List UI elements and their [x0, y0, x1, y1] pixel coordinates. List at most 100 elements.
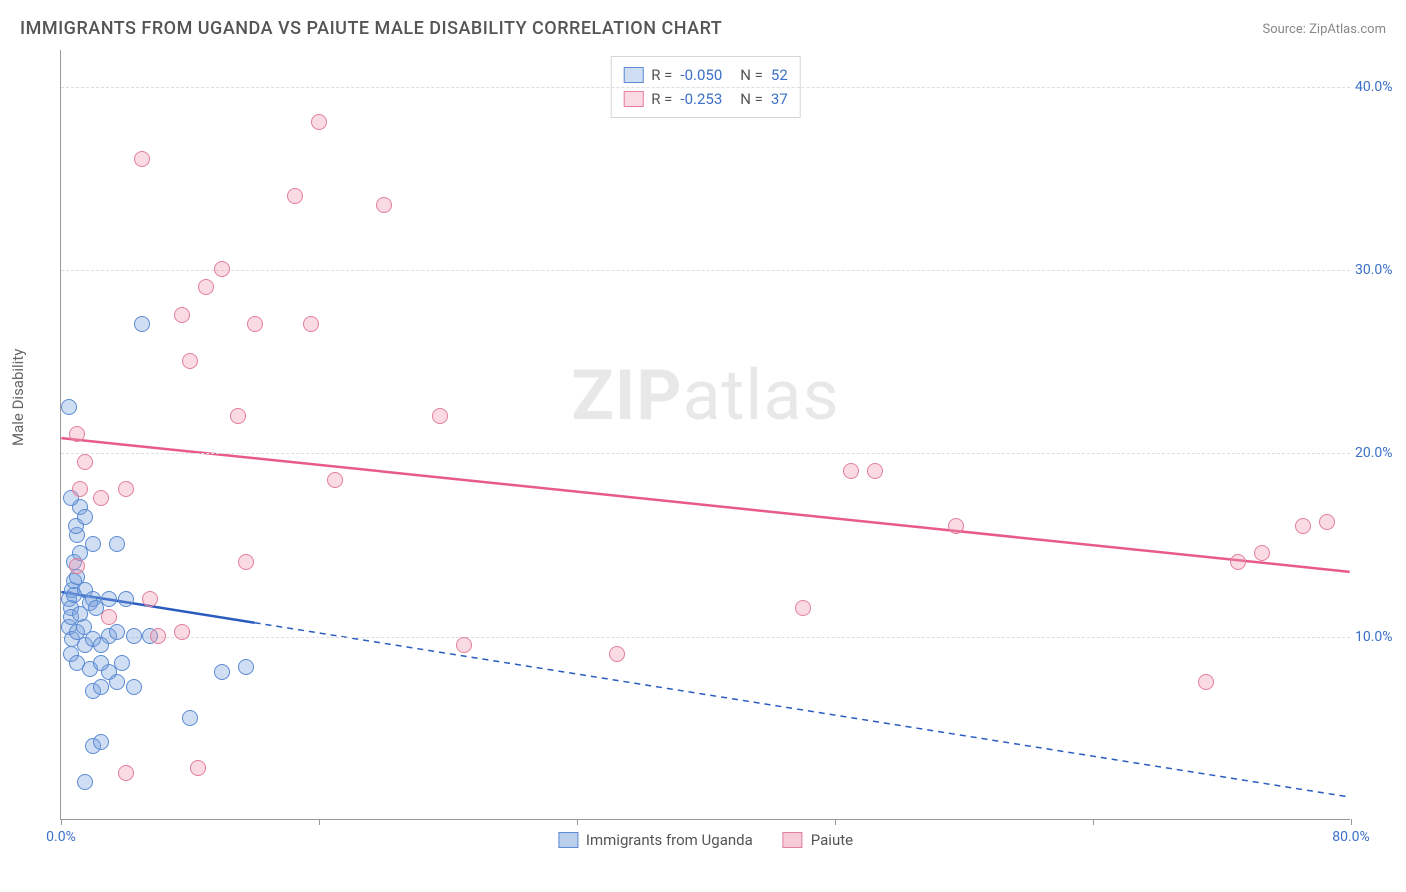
- scatter-point: [303, 316, 319, 332]
- scatter-point: [109, 624, 125, 640]
- scatter-point: [93, 655, 109, 671]
- scatter-point: [948, 518, 964, 534]
- scatter-point: [150, 628, 166, 644]
- gridline: [61, 453, 1350, 454]
- gridline: [61, 270, 1350, 271]
- scatter-point: [311, 114, 327, 130]
- scatter-point: [432, 408, 448, 424]
- scatter-point: [77, 774, 93, 790]
- plot-area: ZIPatlas R = -0.050 N = 52 R = -0.253 N = 3…: [60, 50, 1350, 820]
- scatter-point: [1254, 545, 1270, 561]
- scatter-point: [101, 609, 117, 625]
- legend-label: Paiute: [811, 831, 853, 849]
- legend-row: R = -0.050 N = 52: [623, 63, 788, 87]
- scatter-point: [93, 734, 109, 750]
- scatter-point: [287, 188, 303, 204]
- trend-lines: [61, 50, 1350, 819]
- trend-line-dashed: [255, 623, 1350, 797]
- scatter-point: [174, 307, 190, 323]
- scatter-point: [182, 353, 198, 369]
- scatter-point: [795, 600, 811, 616]
- x-tick: [835, 819, 836, 825]
- y-tick-label: 30.0%: [1355, 262, 1406, 278]
- legend-r-value: -0.050: [680, 63, 722, 87]
- scatter-point: [69, 426, 85, 442]
- scatter-point: [114, 655, 130, 671]
- scatter-point: [134, 316, 150, 332]
- scatter-point: [1295, 518, 1311, 534]
- scatter-point: [66, 587, 82, 603]
- scatter-point: [238, 554, 254, 570]
- legend-item: Immigrants from Uganda: [558, 831, 753, 849]
- scatter-point: [238, 659, 254, 675]
- scatter-point: [198, 279, 214, 295]
- scatter-point: [609, 646, 625, 662]
- scatter-point: [93, 490, 109, 506]
- legend-r-label: R =: [651, 87, 672, 111]
- scatter-point: [190, 760, 206, 776]
- scatter-point: [118, 481, 134, 497]
- scatter-point: [174, 624, 190, 640]
- y-tick-label: 10.0%: [1355, 629, 1406, 645]
- scatter-point: [1230, 554, 1246, 570]
- scatter-point: [126, 628, 142, 644]
- legend-n-label: N =: [740, 63, 763, 87]
- legend-swatch: [623, 67, 643, 83]
- scatter-point: [214, 261, 230, 277]
- scatter-point: [134, 151, 150, 167]
- legend-row: R = -0.253 N = 37: [623, 87, 788, 111]
- scatter-point: [1198, 674, 1214, 690]
- scatter-point: [843, 463, 859, 479]
- scatter-point: [1319, 514, 1335, 530]
- scatter-point: [118, 765, 134, 781]
- chart-title: IMMIGRANTS FROM UGANDA VS PAIUTE MALE DI…: [20, 18, 722, 39]
- scatter-point: [85, 536, 101, 552]
- scatter-point: [118, 591, 134, 607]
- x-tick-label: 80.0%: [1332, 829, 1370, 845]
- legend-n-label: N =: [740, 87, 763, 111]
- x-tick: [577, 819, 578, 825]
- scatter-point: [182, 710, 198, 726]
- x-tick: [1351, 819, 1352, 825]
- scatter-point: [327, 472, 343, 488]
- scatter-point: [214, 664, 230, 680]
- y-axis-label: Male Disability: [9, 349, 27, 446]
- scatter-point: [69, 558, 85, 574]
- scatter-point: [109, 536, 125, 552]
- scatter-point: [93, 679, 109, 695]
- watermark: ZIPatlas: [571, 355, 839, 437]
- y-tick-label: 40.0%: [1355, 79, 1406, 95]
- x-tick-label: 0.0%: [46, 829, 76, 845]
- scatter-point: [247, 316, 263, 332]
- x-tick: [1093, 819, 1094, 825]
- scatter-point: [109, 674, 125, 690]
- trend-line: [61, 438, 1349, 572]
- x-tick: [61, 819, 62, 825]
- legend-swatch: [558, 832, 578, 848]
- legend-label: Immigrants from Uganda: [586, 831, 753, 849]
- scatter-point: [867, 463, 883, 479]
- series-legend: Immigrants from Uganda Paiute: [558, 831, 853, 849]
- scatter-point: [230, 408, 246, 424]
- source-attribution: Source: ZipAtlas.com: [1262, 22, 1386, 37]
- scatter-point: [61, 399, 77, 415]
- legend-item: Paiute: [783, 831, 853, 849]
- legend-r-label: R =: [651, 63, 672, 87]
- scatter-point: [126, 679, 142, 695]
- scatter-point: [72, 481, 88, 497]
- legend-n-value: 37: [771, 87, 788, 111]
- legend-r-value: -0.253: [680, 87, 722, 111]
- y-tick-label: 20.0%: [1355, 445, 1406, 461]
- scatter-point: [77, 454, 93, 470]
- x-tick: [319, 819, 320, 825]
- legend-n-value: 52: [771, 63, 788, 87]
- gridline: [61, 87, 1350, 88]
- legend-swatch: [623, 91, 643, 107]
- gridline: [61, 637, 1350, 638]
- scatter-point: [456, 637, 472, 653]
- scatter-point: [376, 197, 392, 213]
- scatter-point: [142, 591, 158, 607]
- scatter-point: [77, 509, 93, 525]
- scatter-point: [93, 637, 109, 653]
- legend-swatch: [783, 832, 803, 848]
